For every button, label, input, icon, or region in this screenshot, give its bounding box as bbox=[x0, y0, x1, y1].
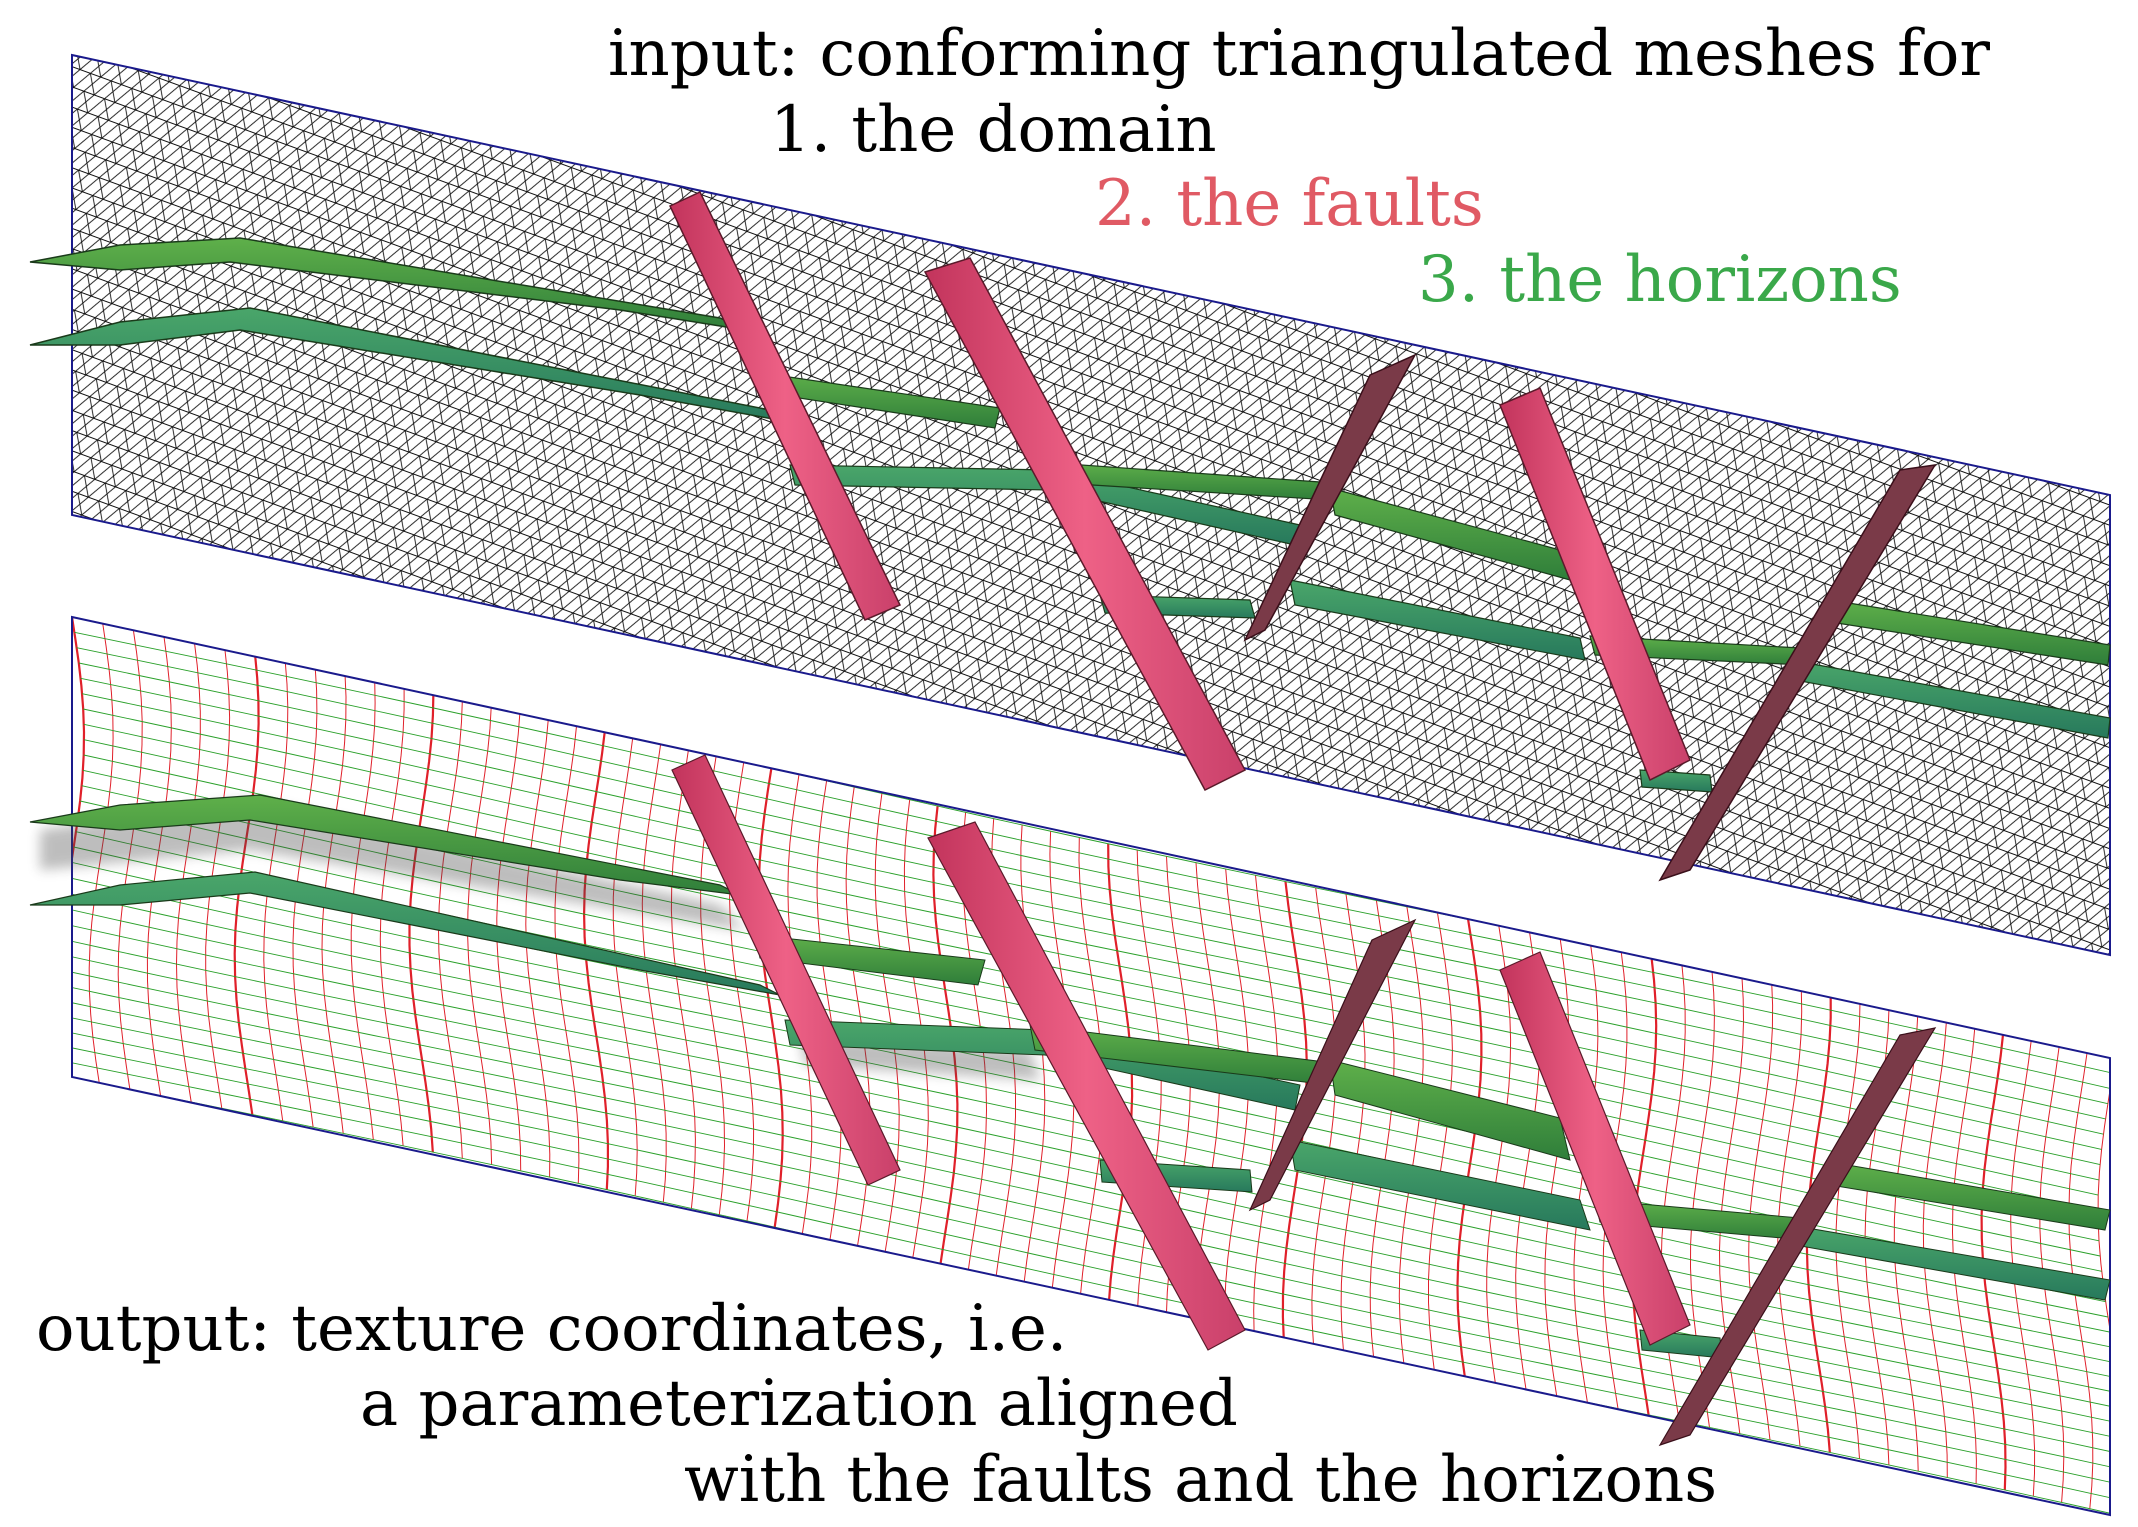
texture-grid-line-v bbox=[72, 1045, 2110, 1485]
texture-grid-line-v bbox=[80, 677, 2106, 1120]
input-caption-horizons: 3. the horizons bbox=[1418, 243, 1902, 317]
texture-boundary bbox=[71, 615, 2111, 1517]
fault-surface-4 bbox=[1499, 951, 1691, 1346]
output-texture-panel bbox=[29, 615, 2111, 1517]
texture-grid-line-v bbox=[83, 723, 2101, 1166]
texture-grid-line-v bbox=[76, 647, 2110, 1089]
fault-5 bbox=[1658, 464, 1937, 882]
faults-input bbox=[669, 191, 1937, 882]
texture-grid-line-v bbox=[82, 693, 2104, 1135]
horizon-2-surface-d bbox=[1289, 1139, 1591, 1231]
texture-grid-line-v bbox=[72, 984, 2110, 1425]
fault-surface-1 bbox=[671, 754, 901, 1186]
texture-grid-line-v bbox=[72, 1061, 2110, 1501]
fault-surface-3 bbox=[1248, 918, 1417, 1212]
texture-grid-line-v bbox=[72, 953, 2110, 1394]
fault-3 bbox=[1243, 353, 1417, 642]
texture-grid-line-v bbox=[72, 969, 2110, 1409]
fault-4 bbox=[1499, 387, 1691, 782]
fault-1 bbox=[669, 191, 902, 621]
fault-surface-2 bbox=[927, 821, 1246, 1351]
output-caption-line3: with the faults and the horizons bbox=[684, 1443, 1718, 1517]
texture-grid-line-v bbox=[74, 631, 2110, 1074]
horizon-1-surface-d bbox=[1329, 1059, 1571, 1161]
texture-grid-line-v bbox=[72, 1030, 2110, 1470]
fault-2 bbox=[923, 257, 1247, 791]
input-caption-title: input: conforming triangulated meshes fo… bbox=[608, 17, 1990, 91]
output-caption-line2: a parameterization aligned bbox=[360, 1367, 1238, 1441]
texture-grid-line-v bbox=[83, 708, 2102, 1150]
faults-output bbox=[671, 754, 1937, 1447]
horizon-2-segment-d bbox=[1289, 579, 1586, 661]
texture-grid-line-v bbox=[72, 999, 2110, 1440]
texture-grid-line-v bbox=[83, 739, 2099, 1181]
texture-grid-line-v bbox=[72, 1015, 2110, 1455]
domain-boundary bbox=[71, 53, 2111, 957]
input-caption-domain: 1. the domain bbox=[770, 93, 1217, 167]
fault-surface-5 bbox=[1658, 1027, 1937, 1447]
input-caption-faults: 2. the faults bbox=[1095, 167, 1484, 241]
texture-grid-line-v bbox=[78, 662, 2108, 1105]
output-caption-line1: output: texture coordinates, i.e. bbox=[36, 1292, 1068, 1366]
